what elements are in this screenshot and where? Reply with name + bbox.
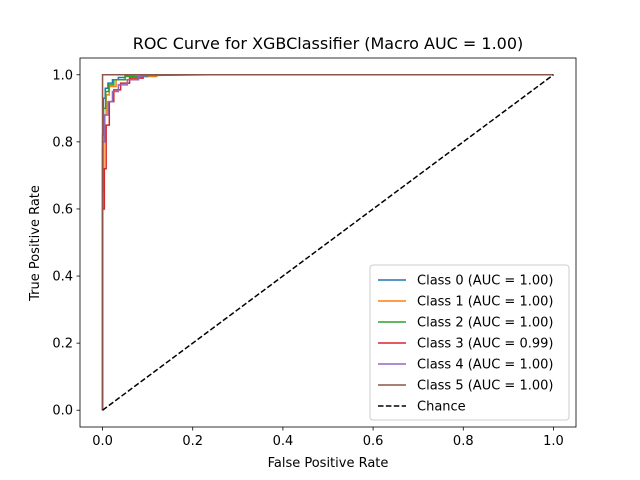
x-axis-label: False Positive Rate	[268, 456, 389, 471]
legend-label: Class 0 (AUC = 1.00)	[417, 274, 553, 289]
roc-line-class-4	[101, 74, 554, 411]
x-tick-label: 0.8	[453, 434, 474, 449]
legend: Class 0 (AUC = 1.00) Class 1 (AUC = 1.00)…	[369, 264, 570, 421]
x-tick-label: 1.0	[543, 434, 564, 449]
axes-frame	[79, 57, 577, 428]
legend-label: Chance	[417, 400, 466, 415]
legend-label: Class 5 (AUC = 1.00)	[417, 379, 553, 394]
chart-title: ROC Curve for XGBClassifier (Macro AUC =…	[133, 34, 524, 53]
y-tick-label: 0.2	[52, 337, 73, 352]
x-tick-label: 0.2	[182, 434, 203, 449]
y-axis-label: True Positive Rate	[28, 185, 43, 302]
y-tick-label: 1.0	[52, 68, 73, 83]
x-tick-label: 0.4	[273, 434, 294, 449]
series-lines	[101, 74, 554, 411]
roc-line-class-3	[101, 74, 554, 411]
plot-area: 0.0 0.0 0.2 0.2 0.4 0.4 0.6 0.6 0.8 0.8 1.0 1.0	[52, 57, 577, 449]
legend-label: Class 2 (AUC = 1.00)	[417, 316, 553, 331]
roc-line-class-5	[101, 74, 554, 411]
chance-line	[102, 74, 554, 411]
y-tick-label: 0.6	[52, 202, 73, 217]
legend-label: Class 1 (AUC = 1.00)	[417, 295, 553, 310]
y-tick-label: 0.4	[52, 270, 73, 285]
legend-label: Class 4 (AUC = 1.00)	[417, 358, 553, 373]
legend-box	[369, 264, 570, 421]
legend-label: Class 3 (AUC = 0.99)	[417, 337, 553, 352]
y-tick-label: 0.0	[52, 404, 73, 419]
y-tick-label: 0.8	[52, 135, 73, 150]
x-tick-label: 0.0	[92, 434, 113, 449]
x-tick-label: 0.6	[363, 434, 384, 449]
